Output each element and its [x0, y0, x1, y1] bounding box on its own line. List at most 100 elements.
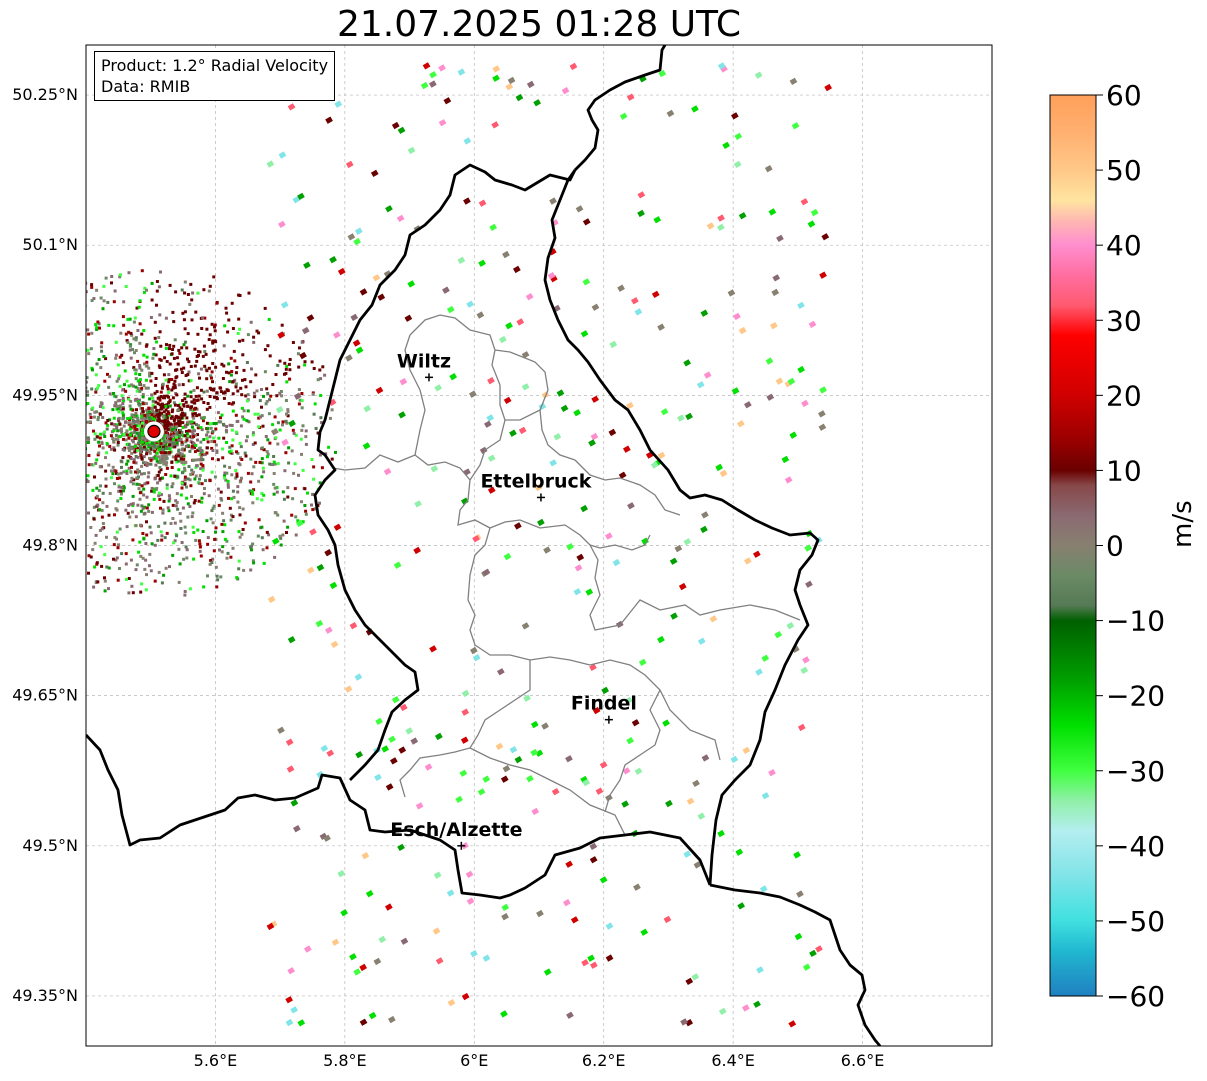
velocity-pixel	[147, 366, 151, 370]
velocity-pixel	[297, 365, 301, 369]
velocity-pixel	[178, 422, 182, 426]
velocity-pixel	[247, 420, 251, 424]
velocity-pixel	[18, 480, 21, 483]
velocity-pixel	[206, 402, 210, 405]
velocity-pixel	[691, 973, 700, 981]
velocity-pixel	[117, 489, 121, 493]
velocity-pixel	[733, 312, 741, 321]
velocity-pixel	[181, 506, 185, 510]
velocity-pixel	[117, 417, 120, 421]
velocity-pixel	[93, 410, 97, 414]
velocity-pixel	[531, 807, 540, 816]
velocity-pixel	[33, 368, 36, 371]
velocity-pixel	[74, 374, 77, 377]
velocity-pixel	[185, 346, 189, 350]
velocity-pixel	[183, 466, 187, 470]
velocity-pixel	[144, 402, 148, 406]
velocity-pixel	[759, 885, 768, 893]
velocity-pixel	[130, 584, 134, 588]
velocity-pixel	[198, 376, 201, 380]
velocity-pixel	[282, 519, 286, 523]
velocity-pixel	[128, 344, 132, 348]
velocity-pixel	[375, 386, 384, 395]
velocity-pixel	[197, 424, 200, 428]
velocity-pixel	[62, 367, 65, 370]
velocity-pixel	[79, 355, 82, 358]
velocity-pixel	[292, 431, 296, 435]
velocity-pixel	[106, 372, 109, 376]
map-frame	[85, 44, 993, 1047]
velocity-pixel	[181, 399, 185, 402]
velocity-pixel	[163, 356, 167, 360]
velocity-pixel	[114, 469, 118, 473]
velocity-pixel	[248, 489, 252, 493]
velocity-pixel	[58, 413, 61, 416]
velocity-pixel	[268, 441, 272, 445]
velocity-pixel	[87, 437, 91, 441]
velocity-pixel	[582, 218, 591, 226]
velocity-pixel	[83, 459, 86, 462]
velocity-pixel	[135, 482, 139, 486]
velocity-pixel	[7, 385, 10, 388]
velocity-pixel	[388, 1015, 396, 1024]
velocity-pixel	[148, 374, 152, 378]
velocity-pixel	[737, 420, 745, 428]
velocity-pixel	[148, 417, 152, 421]
velocity-pixel	[222, 519, 226, 523]
velocity-pixel	[175, 501, 179, 504]
velocity-pixel	[141, 556, 145, 560]
velocity-pixel	[201, 354, 205, 358]
velocity-pixel	[130, 510, 134, 514]
velocity-pixel	[121, 413, 125, 417]
velocity-pixel	[180, 461, 184, 465]
velocity-pixel	[193, 477, 197, 481]
velocity-pixel	[72, 410, 75, 413]
velocity-pixel	[135, 408, 138, 412]
velocity-pixel	[50, 344, 53, 347]
colorbar-tick-label: 0	[1106, 530, 1124, 563]
velocity-pixel	[148, 451, 152, 455]
velocity-pixel	[45, 418, 48, 421]
velocity-pixel	[193, 364, 197, 368]
velocity-pixel	[523, 694, 531, 702]
velocity-pixel	[87, 511, 90, 515]
velocity-pixel	[591, 395, 599, 403]
velocity-pixel	[505, 83, 514, 91]
velocity-pixel	[230, 370, 234, 373]
velocity-pixel	[4, 389, 7, 392]
velocity-pixel	[180, 408, 184, 411]
velocity-pixel	[280, 323, 284, 327]
velocity-pixel	[164, 346, 168, 350]
velocity-pixel	[104, 484, 108, 488]
velocity-pixel	[202, 401, 206, 404]
velocity-pixel	[179, 437, 183, 441]
velocity-pixel	[220, 522, 224, 526]
velocity-pixel	[227, 362, 231, 366]
velocity-pixel	[211, 457, 214, 461]
velocity-pixel	[691, 105, 699, 113]
velocity-pixel	[334, 100, 343, 108]
velocity-pixel	[142, 290, 146, 294]
velocity-pixel	[229, 513, 233, 517]
velocity-pixel	[143, 362, 146, 366]
velocity-pixel	[238, 535, 242, 539]
velocity-pixel	[44, 475, 47, 478]
velocity-pixel	[160, 534, 164, 538]
velocity-pixel	[124, 438, 128, 442]
velocity-pixel	[26, 380, 29, 383]
velocity-pixel	[181, 425, 185, 429]
velocity-pixel	[516, 318, 525, 326]
velocity-pixel	[0, 445, 3, 448]
velocity-pixel	[266, 392, 270, 395]
velocity-pixel	[463, 197, 471, 205]
velocity-pixel	[438, 64, 446, 72]
velocity-pixel	[174, 435, 178, 439]
velocity-pixel	[330, 640, 339, 649]
velocity-pixel	[212, 275, 216, 279]
velocity-pixel	[327, 445, 331, 449]
velocity-pixel	[80, 388, 83, 391]
velocity-pixel	[168, 443, 172, 447]
velocity-pixel	[108, 418, 112, 422]
velocity-pixel	[605, 532, 613, 540]
velocity-pixel	[312, 477, 316, 481]
